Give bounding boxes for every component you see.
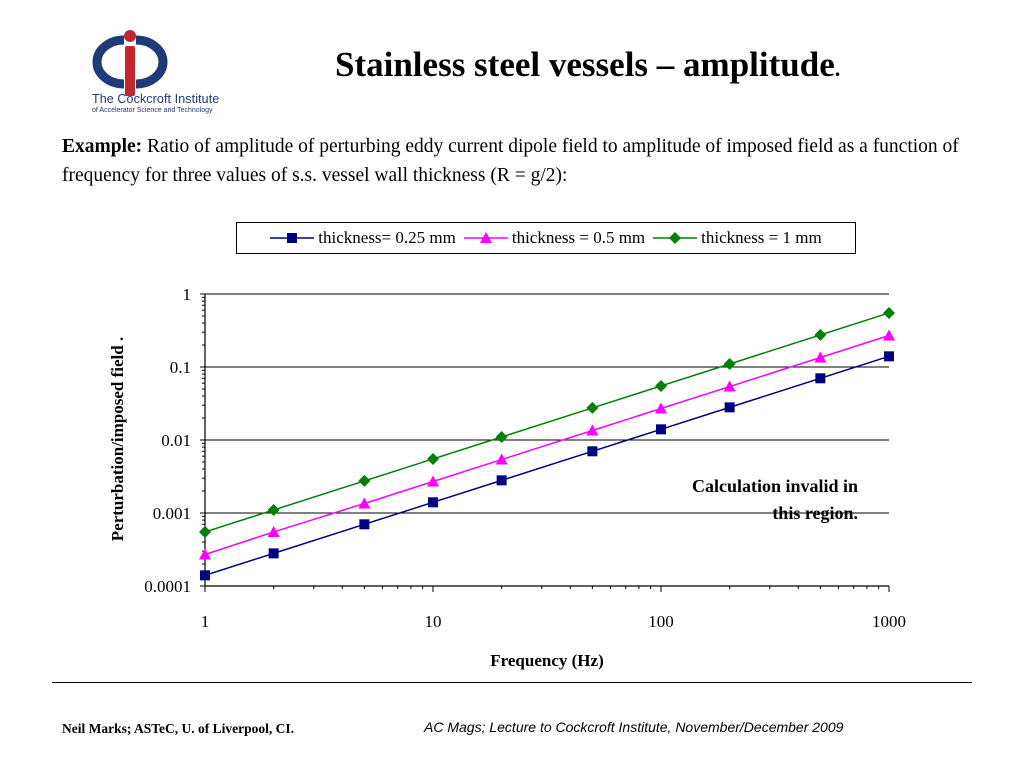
cockcroft-logo <box>92 28 244 118</box>
legend-label-1: thickness = 0.5 mm <box>511 228 646 247</box>
frequency-amplitude-chart: 1 0.1 0.01 0.001 0.0001 1 10 100 1000 Perturbati… <box>108 285 906 670</box>
series-line-0 <box>204 355 890 577</box>
footer-divider <box>52 682 972 683</box>
slide-title: Stainless steel vessels – amplitude. <box>335 45 841 85</box>
data-point-square <box>268 548 279 559</box>
data-point-triangle <box>586 424 599 436</box>
data-point-diamond <box>267 503 280 516</box>
legend-swatch-diamond-icon <box>653 232 698 244</box>
data-point-diamond <box>883 306 895 319</box>
x-tick-label: 100 <box>648 612 674 631</box>
legend-swatch-square-icon <box>270 233 315 243</box>
data-point-triangle <box>427 475 439 487</box>
legend-label-2: thickness = 1 mm <box>701 228 822 247</box>
logo-tagline: of Accelerator Science and Technology <box>92 107 213 114</box>
data-point-diamond <box>814 328 827 341</box>
series-layer <box>199 306 895 581</box>
data-point-diamond <box>495 430 508 443</box>
chart-legend: thickness= 0.25 mm thickness = 0.5 mm th… <box>236 222 856 254</box>
logo-caption: The Cockcroft Institute of Accelerator S… <box>92 92 252 114</box>
data-point-diamond <box>586 401 599 414</box>
invalid-region-annotation: Calculation invalid in this region. <box>691 476 858 523</box>
grid-layer <box>205 293 889 514</box>
y-tick-label: 1 <box>183 285 192 304</box>
data-point-square <box>200 570 210 581</box>
x-axis-label: Frequency (Hz) <box>490 651 603 670</box>
legend-item-1: thickness = 0.5 mm <box>463 228 646 248</box>
data-point-diamond <box>199 525 211 538</box>
data-point-square <box>724 402 735 413</box>
y-tick-label: 0.001 <box>153 504 191 523</box>
slide-title-text: Stainless steel vessels – amplitude <box>335 45 835 84</box>
slide-title-suffix: . <box>834 56 841 81</box>
data-point-triangle <box>267 525 280 537</box>
data-point-square <box>656 424 666 435</box>
y-tick-label: 0.1 <box>170 358 191 377</box>
data-point-triangle <box>495 453 508 465</box>
legend-item-0: thickness= 0.25 mm <box>270 228 456 248</box>
data-point-square <box>815 373 826 384</box>
series-line-2 <box>204 312 890 533</box>
data-point-square <box>884 351 894 362</box>
data-point-triangle <box>814 351 827 363</box>
data-point-triangle <box>723 380 736 392</box>
x-tick-label: 1000 <box>872 612 906 631</box>
axis-layer: 1 0.1 0.01 0.001 0.0001 1 10 100 1000 <box>144 285 906 631</box>
y-axis-label: Perturbation/imposed field . <box>108 337 127 541</box>
x-tick-label: 1 <box>201 612 210 631</box>
legend-item-2: thickness = 1 mm <box>653 228 822 248</box>
data-point-square <box>428 497 438 508</box>
intro-label: Example: <box>62 136 143 157</box>
data-point-square <box>496 475 507 486</box>
cockcroft-logo-mark <box>92 30 168 96</box>
data-point-square <box>587 446 598 457</box>
legend-label-0: thickness= 0.25 mm <box>318 228 456 247</box>
data-point-triangle <box>199 548 211 560</box>
data-point-diamond <box>358 474 371 487</box>
footer-lecture: AC Mags; Lecture to Cockcroft Institute,… <box>424 719 844 735</box>
logo-name: The Cockcroft Institute <box>92 92 220 106</box>
legend-swatch-triangle-icon <box>463 232 508 243</box>
intro-paragraph: Example: Ratio of amplitude of perturbin… <box>62 132 962 190</box>
data-point-diamond <box>427 452 439 465</box>
intro-text: Ratio of amplitude of perturbing eddy cu… <box>62 136 959 186</box>
y-tick-label: 0.01 <box>161 431 191 450</box>
y-tick-label: 0.0001 <box>144 577 191 596</box>
series-line-1 <box>204 334 890 556</box>
data-point-square <box>359 519 370 530</box>
x-tick-label: 10 <box>425 612 442 631</box>
footer-author: Neil Marks; ASTeC, U. of Liverpool, CI. <box>62 721 294 736</box>
data-point-diamond <box>655 379 667 392</box>
data-point-triangle <box>883 329 895 341</box>
data-point-diamond <box>723 357 736 370</box>
data-point-triangle <box>358 497 371 509</box>
data-point-triangle <box>655 402 667 414</box>
